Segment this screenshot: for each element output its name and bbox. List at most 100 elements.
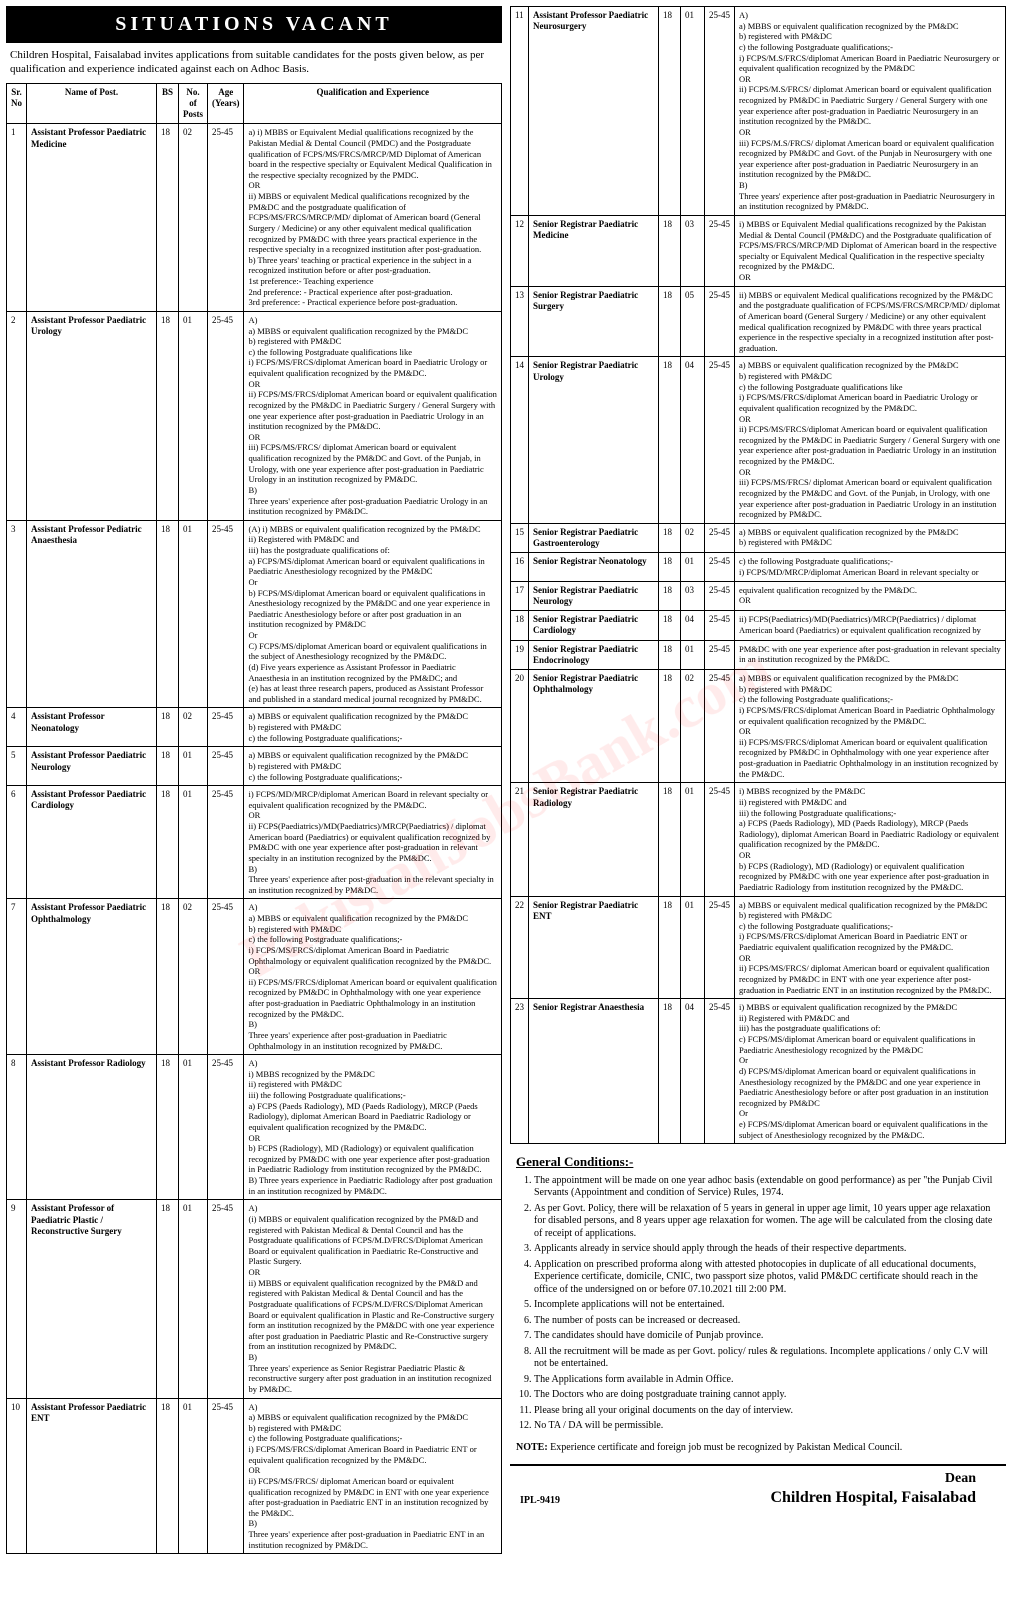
cell-name: Assistant Professor Paediatric ENT	[27, 1398, 157, 1554]
th-name: Name of Post.	[27, 83, 157, 124]
cell-qual: equivalent qualification recognized by t…	[735, 581, 1006, 611]
cell-name: Senior Registrar Paediatric Medicine	[529, 215, 659, 286]
cell-name: Senior Registrar Paediatric Radiology	[529, 783, 659, 896]
general-item: The number of posts can be increased or …	[534, 1315, 1000, 1328]
cell-age: 25-45	[705, 286, 735, 357]
cell-name: Senior Registrar Paediatric Surgery	[529, 286, 659, 357]
cell-qual: c) the following Postgraduate qualificat…	[735, 553, 1006, 581]
cell-qual: a) MBBS or equivalent qualification reco…	[244, 708, 502, 747]
cell-age: 25-45	[705, 357, 735, 523]
th-qual: Qualification and Experience	[244, 83, 502, 124]
cell-sr: 14	[511, 357, 529, 523]
cell-bs: 18	[659, 783, 681, 896]
footer-dean: Dean	[770, 1470, 976, 1488]
cell-posts: 02	[179, 899, 208, 1055]
note-text: Experience certificate and foreign job m…	[550, 1442, 902, 1453]
table-row: 3Assistant Professor Pediatric Anaesthes…	[7, 520, 502, 708]
cell-age: 25-45	[208, 1200, 244, 1398]
general-item: No TA / DA will be permissible.	[534, 1420, 1000, 1433]
cell-age: 25-45	[705, 896, 735, 999]
cell-name: Assistant Professor Neonatology	[27, 708, 157, 747]
table-row: 6Assistant Professor Paediatric Cardiolo…	[7, 786, 502, 899]
cell-bs: 18	[157, 1055, 179, 1200]
table-header-row: Sr. No Name of Post. BS No. of Posts Age…	[7, 83, 502, 124]
cell-bs: 18	[157, 786, 179, 899]
cell-age: 25-45	[705, 999, 735, 1144]
intro-text: Children Hospital, Faisalabad invites ap…	[6, 49, 502, 77]
cell-sr: 8	[7, 1055, 27, 1200]
cell-bs: 18	[659, 523, 681, 553]
footer-hospital: Children Hospital, Faisalabad	[770, 1488, 976, 1508]
cell-age: 25-45	[208, 708, 244, 747]
cell-qual: A) i) MBBS recognized by the PM&DC ii) r…	[244, 1055, 502, 1200]
cell-name: Assistant Professor of Paediatric Plasti…	[27, 1200, 157, 1398]
cell-posts: 02	[179, 124, 208, 312]
cell-sr: 10	[7, 1398, 27, 1554]
cell-posts: 01	[179, 311, 208, 520]
general-item: Application on prescribed proforma along…	[534, 1259, 1000, 1297]
cell-age: 25-45	[705, 783, 735, 896]
general-item: The Doctors who are doing postgraduate t…	[534, 1389, 1000, 1402]
table-row: 23Senior Registrar Anaesthesia180425-45i…	[511, 999, 1006, 1144]
cell-sr: 9	[7, 1200, 27, 1398]
table-row: 9Assistant Professor of Paediatric Plast…	[7, 1200, 502, 1398]
cell-sr: 16	[511, 553, 529, 581]
cell-posts: 04	[681, 357, 705, 523]
cell-sr: 12	[511, 215, 529, 286]
cell-posts: 01	[179, 520, 208, 708]
cell-bs: 18	[659, 215, 681, 286]
cell-bs: 18	[659, 553, 681, 581]
right-column: 11Assistant Professor Paediatric Neurosu…	[510, 6, 1006, 1554]
cell-qual: a) MBBS or equivalent qualification reco…	[735, 357, 1006, 523]
cell-bs: 18	[157, 1200, 179, 1398]
general-item: Incomplete applications will not be ente…	[534, 1299, 1000, 1312]
cell-bs: 18	[659, 999, 681, 1144]
cell-age: 25-45	[208, 786, 244, 899]
table-row: 17Senior Registrar Paediatric Neurology1…	[511, 581, 1006, 611]
cell-posts: 04	[681, 999, 705, 1144]
cell-qual: i) MBBS or Equivalent Medial qualificati…	[735, 215, 1006, 286]
cell-age: 25-45	[208, 747, 244, 786]
cell-name: Assistant Professor Paediatric Medicine	[27, 124, 157, 312]
cell-name: Assistant Professor Radiology	[27, 1055, 157, 1200]
cell-posts: 04	[681, 611, 705, 641]
ipl-number: IPL-9419	[520, 1495, 560, 1508]
cell-sr: 17	[511, 581, 529, 611]
cell-posts: 02	[179, 708, 208, 747]
cell-posts: 01	[681, 7, 705, 216]
cell-bs: 18	[157, 899, 179, 1055]
cell-bs: 18	[659, 896, 681, 999]
th-bs: BS	[157, 83, 179, 124]
cell-bs: 18	[659, 640, 681, 670]
cell-age: 25-45	[705, 670, 735, 783]
th-sr: Sr. No	[7, 83, 27, 124]
table-row: 14Senior Registrar Paediatric Urology180…	[511, 357, 1006, 523]
table-row: 15Senior Registrar Paediatric Gastroente…	[511, 523, 1006, 553]
footer: IPL-9419 Dean Children Hospital, Faisala…	[510, 1464, 1006, 1514]
table-row: 11Assistant Professor Paediatric Neurosu…	[511, 7, 1006, 216]
cell-age: 25-45	[208, 1055, 244, 1200]
general-item: Applicants already in service should app…	[534, 1243, 1000, 1256]
table-row: 1Assistant Professor Paediatric Medicine…	[7, 124, 502, 312]
cell-sr: 3	[7, 520, 27, 708]
table-row: 4Assistant Professor Neonatology180225-4…	[7, 708, 502, 747]
cell-name: Senior Registrar Paediatric ENT	[529, 896, 659, 999]
general-conditions: General Conditions:- The appointment wil…	[510, 1154, 1006, 1435]
note-label: NOTE:	[516, 1442, 548, 1453]
general-item: The Applications form available in Admin…	[534, 1374, 1000, 1387]
cell-age: 25-45	[208, 1398, 244, 1554]
general-item: Please bring all your original documents…	[534, 1405, 1000, 1418]
cell-qual: A) a) MBBS or equivalent qualification r…	[244, 311, 502, 520]
cell-age: 25-45	[208, 899, 244, 1055]
cell-name: Senior Registrar Paediatric Ophthalmolog…	[529, 670, 659, 783]
cell-name: Assistant Professor Paediatric Urology	[27, 311, 157, 520]
cell-posts: 01	[179, 747, 208, 786]
cell-sr: 5	[7, 747, 27, 786]
general-item: All the recruitment will be made as per …	[534, 1346, 1000, 1371]
table-row: 13Senior Registrar Paediatric Surgery180…	[511, 286, 1006, 357]
cell-age: 25-45	[705, 640, 735, 670]
cell-posts: 01	[681, 783, 705, 896]
cell-posts: 01	[681, 553, 705, 581]
cell-qual: a) i) MBBS or Equivalent Medial qualific…	[244, 124, 502, 312]
cell-qual: a) MBBS or equivalent qualification reco…	[735, 670, 1006, 783]
